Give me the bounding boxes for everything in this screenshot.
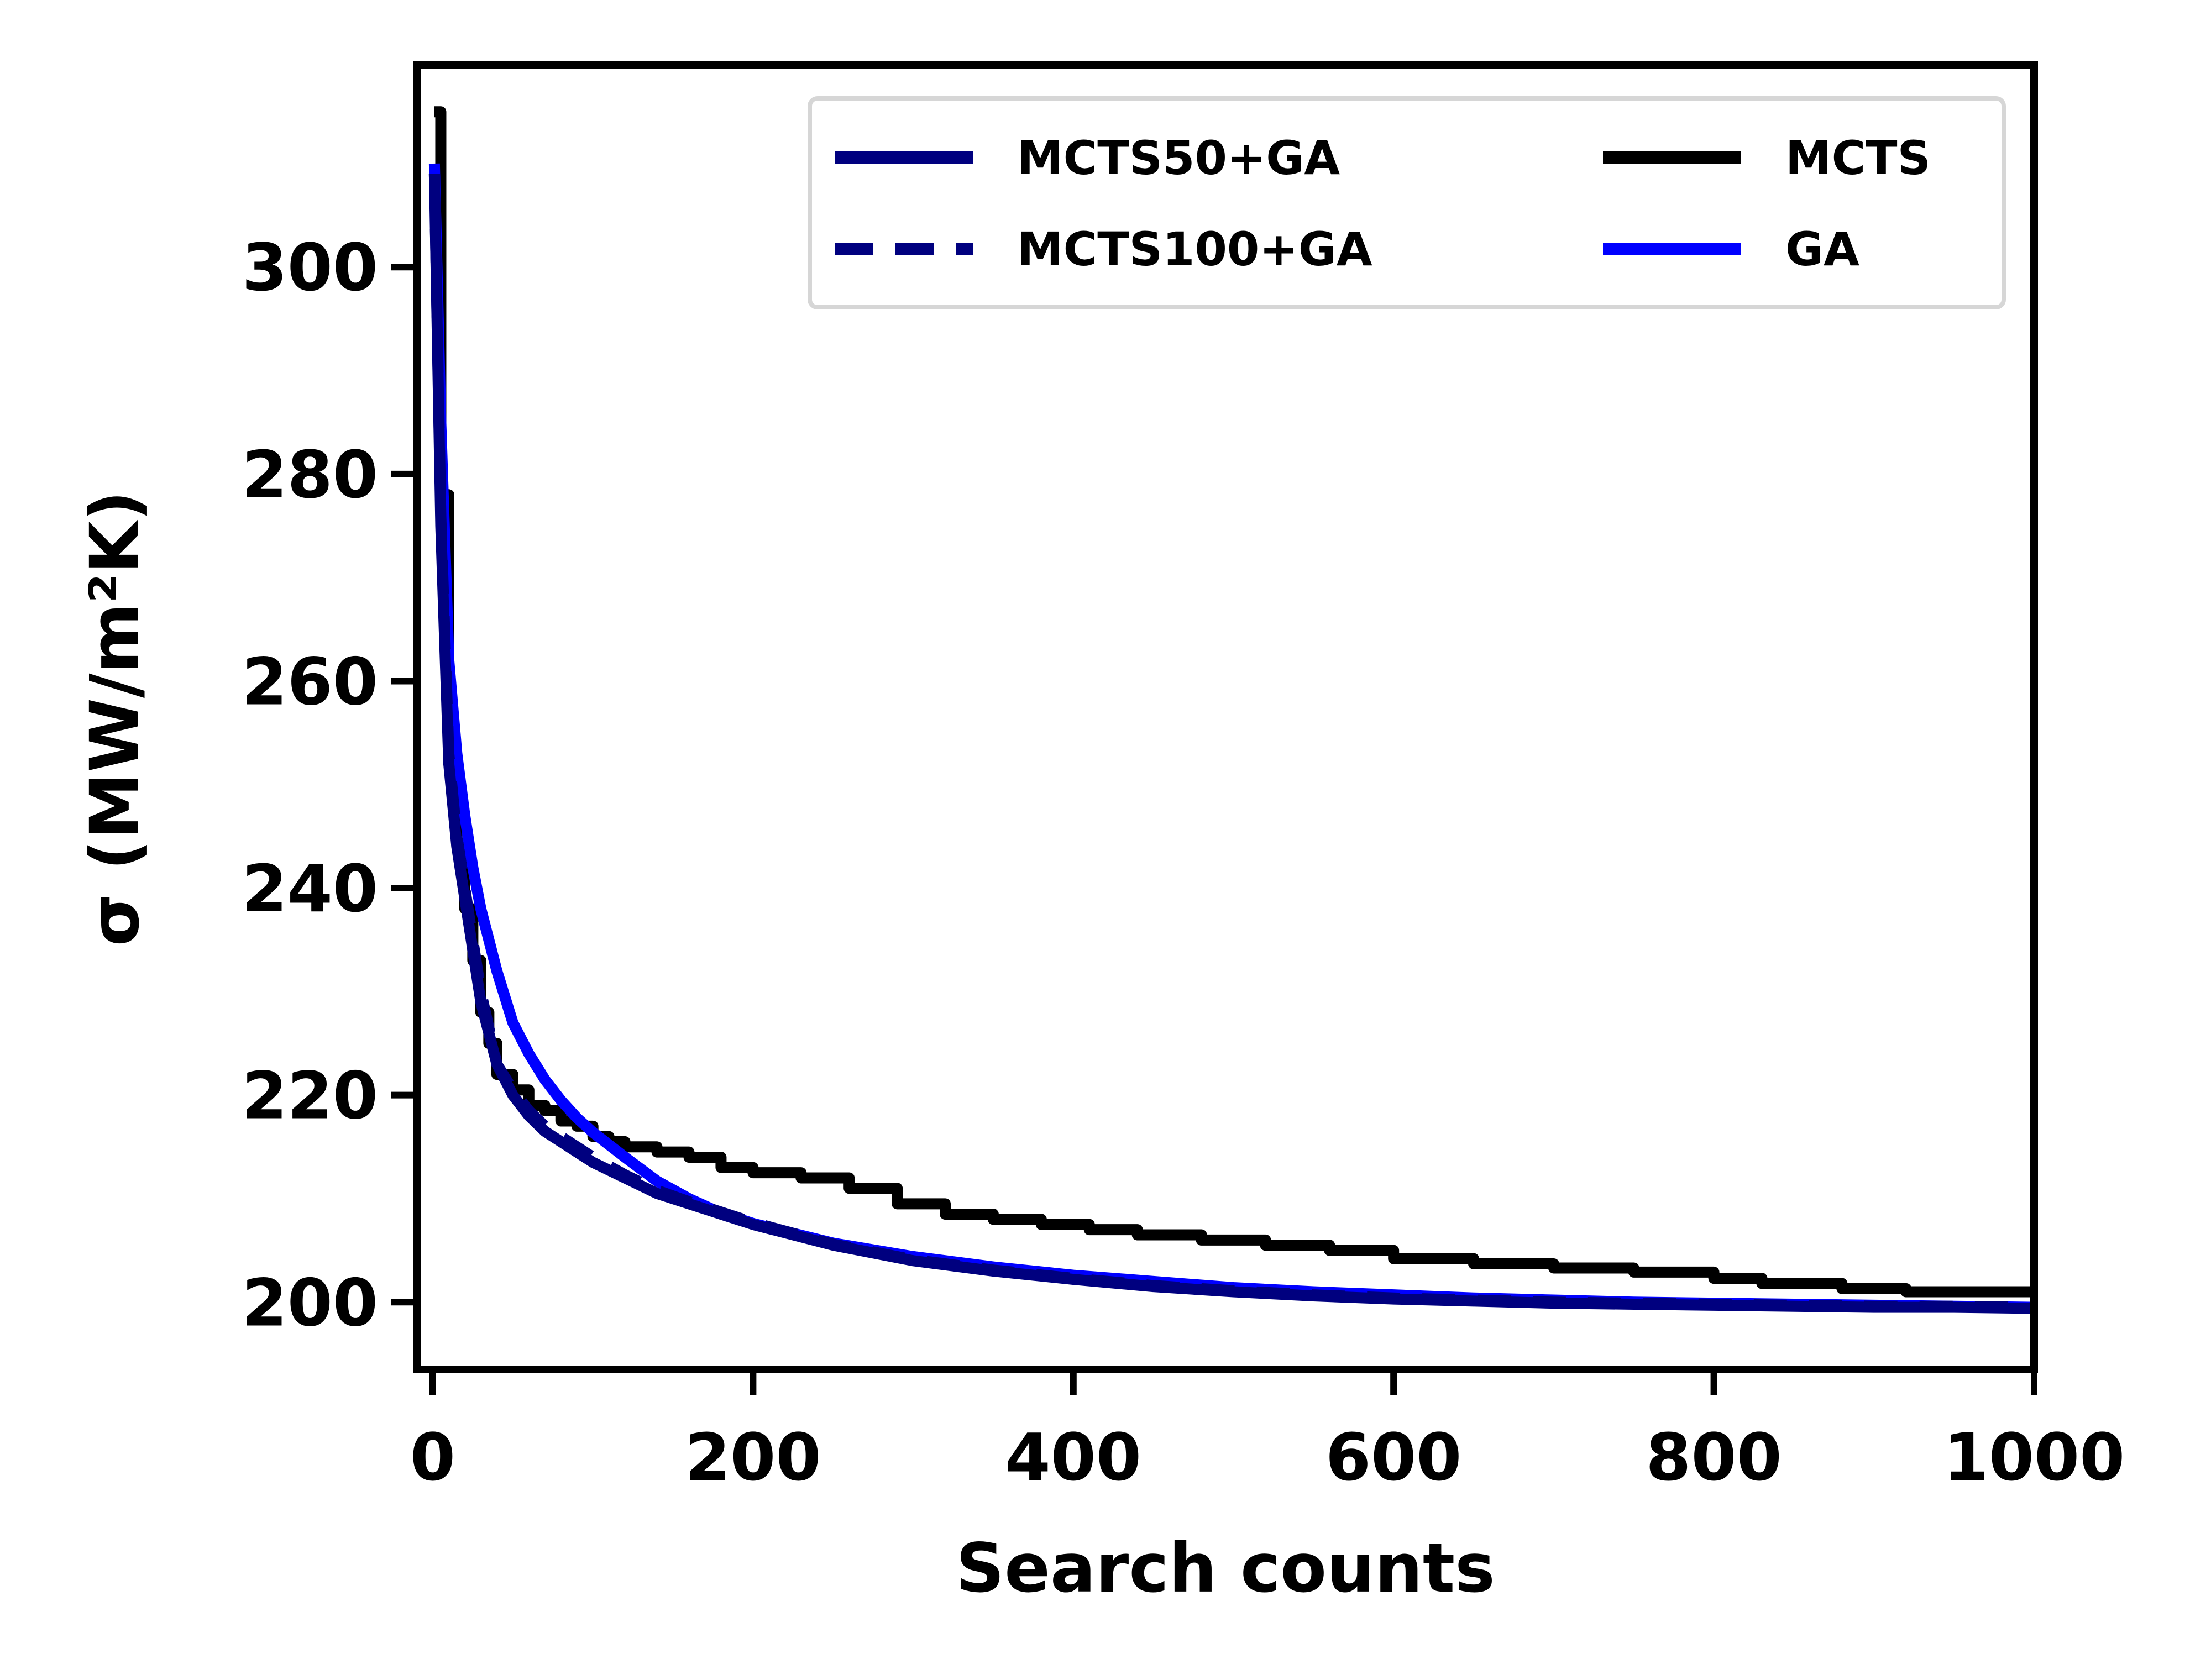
legend: MCTS50+GA MCTS100+GA MCTS GA [808, 96, 2006, 309]
x-tick-label: 800 [1646, 1419, 1782, 1495]
legend-label: MCTS50+GA [1017, 131, 1340, 185]
series-line-ga [428, 163, 2034, 1313]
y-axis-label: σ (MW/m²K) [76, 491, 154, 947]
y-tick-label: 200 [242, 1264, 378, 1341]
y-tick-label: 280 [242, 437, 378, 513]
series-line-mcts100-ga [428, 174, 2034, 1313]
y-tick-label: 240 [242, 851, 378, 927]
legend-label: MCTS [1785, 131, 1931, 185]
x-tick-label: 600 [1325, 1419, 1461, 1495]
x-axis-label: Search counts [956, 1529, 1495, 1608]
y-tick-label: 220 [242, 1058, 378, 1134]
series-layer [428, 106, 2034, 1314]
x-tick-label: 1000 [1943, 1419, 2125, 1495]
plot-frame [413, 61, 2038, 1373]
x-axis: 0 200 400 600 800 1000 [410, 1369, 2125, 1495]
y-tick-label: 260 [242, 643, 378, 720]
y-axis: 200 220 240 260 280 300 [242, 229, 417, 1341]
x-tick-label: 0 [410, 1419, 455, 1495]
legend-frame [808, 96, 2006, 309]
y-tick-label: 300 [242, 229, 378, 306]
legend-label: MCTS100+GA [1017, 222, 1372, 276]
x-tick-label: 200 [685, 1419, 821, 1495]
legend-label: GA [1785, 222, 1859, 276]
series-line-mcts50-ga [428, 174, 2034, 1314]
x-tick-label: 400 [1005, 1419, 1141, 1495]
